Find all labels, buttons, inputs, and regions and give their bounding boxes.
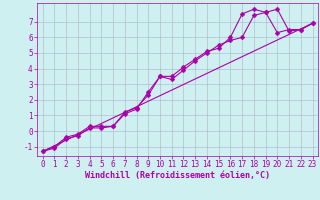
X-axis label: Windchill (Refroidissement éolien,°C): Windchill (Refroidissement éolien,°C)	[85, 171, 270, 180]
